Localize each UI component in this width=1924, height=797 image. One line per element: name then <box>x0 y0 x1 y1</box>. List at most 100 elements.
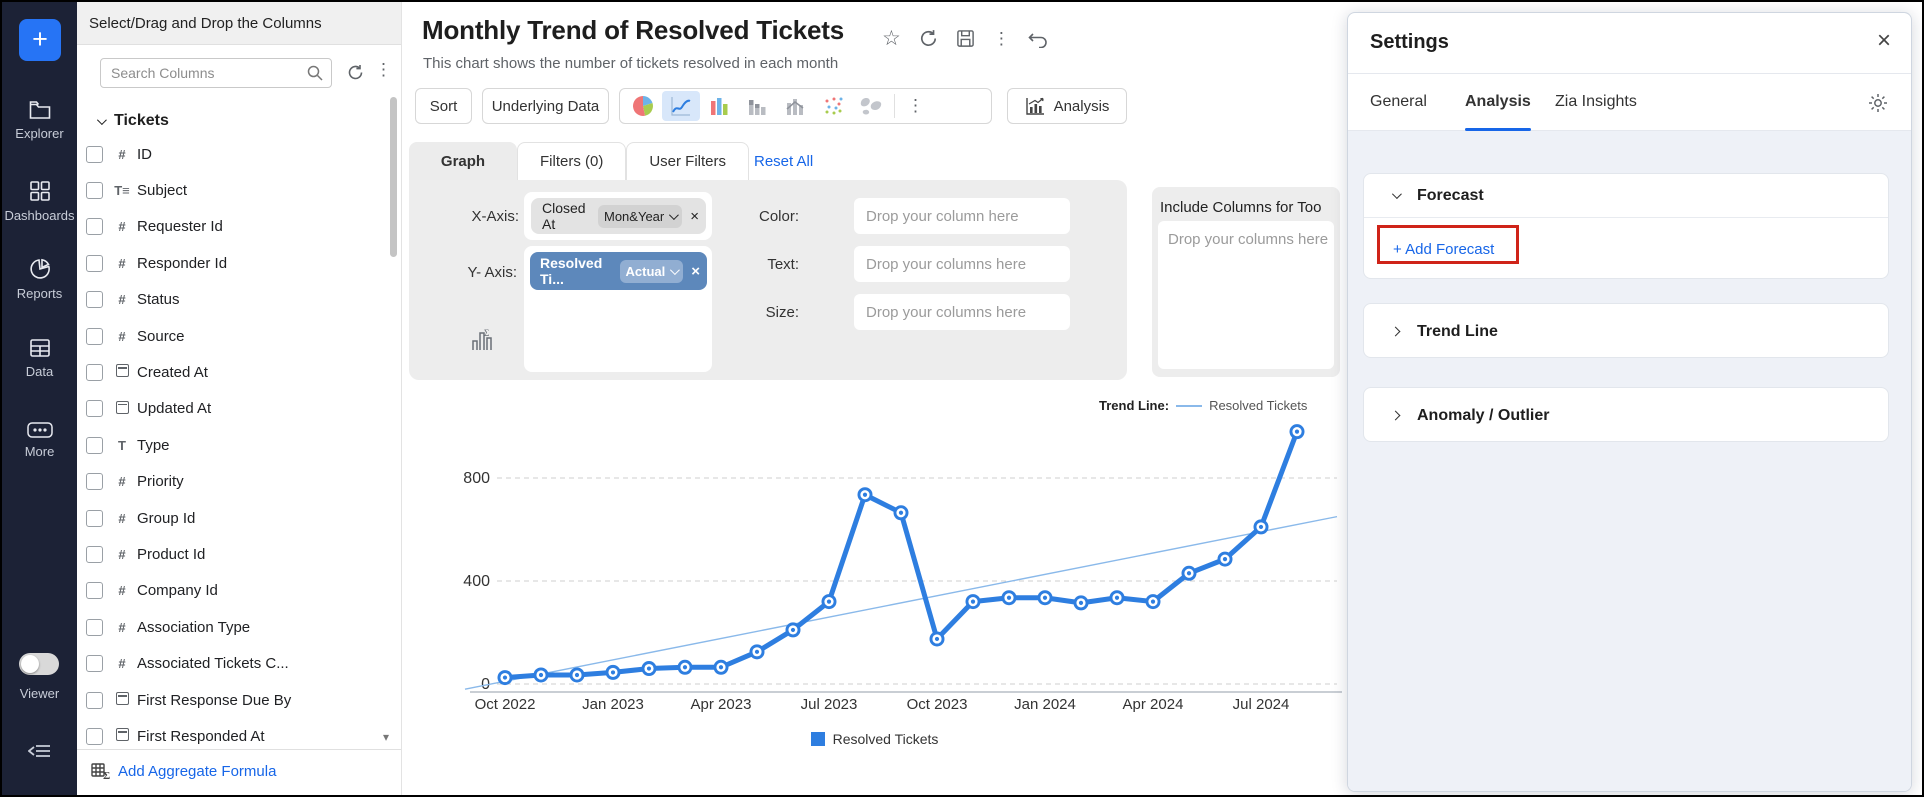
column-checkbox[interactable] <box>86 181 103 199</box>
search-columns-input[interactable] <box>111 59 301 87</box>
reset-all-link[interactable]: Reset All <box>754 153 814 170</box>
column-label: Requester Id <box>137 218 223 236</box>
tab-user-filters[interactable]: User Filters <box>626 142 750 180</box>
sidebar-item-more[interactable]: More <box>2 422 77 459</box>
trend-line-section-header[interactable]: Trend Line <box>1364 304 1888 359</box>
chart-legend[interactable]: Resolved Tickets <box>402 731 1347 747</box>
pie-chart-icon[interactable] <box>624 91 662 121</box>
column-checkbox[interactable] <box>86 655 103 673</box>
report-menu-icon[interactable]: ⋮ <box>992 28 1010 48</box>
sidebar-item-dashboards[interactable]: Dashboards <box>2 180 77 223</box>
underlying-data-button[interactable]: Underlying Data <box>482 88 609 124</box>
page-subtitle: This chart shows the number of tickets r… <box>423 55 839 72</box>
column-label: First Responded At <box>137 727 265 745</box>
columns-scrollbar[interactable] <box>390 97 398 747</box>
remove-x-axis-icon[interactable]: × <box>690 207 699 225</box>
column-checkbox[interactable] <box>86 363 103 381</box>
bar-chart-icon[interactable] <box>700 91 738 121</box>
save-icon[interactable] <box>956 29 975 48</box>
column-checkbox[interactable] <box>86 436 103 454</box>
stacked-bar-chart-icon[interactable] <box>738 91 776 121</box>
column-item[interactable]: T Type <box>77 427 387 463</box>
map-chart-icon[interactable] <box>852 91 890 121</box>
column-checkbox[interactable] <box>86 218 103 236</box>
column-checkbox[interactable] <box>86 145 103 163</box>
summarize-bars-icon[interactable]: Σ <box>469 328 495 352</box>
y-axis-aggregation-dropdown[interactable]: Actual <box>619 259 684 283</box>
refresh-icon[interactable] <box>347 64 364 81</box>
size-dropzone[interactable]: Drop your columns here <box>854 294 1070 330</box>
chevron-down-icon <box>96 114 107 125</box>
column-item[interactable]: # Responder Id <box>77 245 387 281</box>
more-chart-types-icon[interactable]: ⋮ <box>907 96 924 115</box>
table-group-tickets[interactable]: Tickets <box>96 112 169 130</box>
tab-filters[interactable]: Filters (0) <box>517 142 627 180</box>
column-item[interactable]: # Company Id <box>77 573 387 609</box>
x-axis-pill-closed-at[interactable]: Closed At Mon&Year × <box>531 198 706 234</box>
text-dropzone[interactable]: Drop your columns here <box>854 246 1070 282</box>
tab-zia-insights[interactable]: Zia Insights <box>1555 93 1637 110</box>
add-aggregate-formula-button[interactable]: Σ Add Aggregate Formula <box>77 749 401 792</box>
line-chart-icon[interactable] <box>662 91 700 121</box>
column-item[interactable]: # Associated Tickets C... <box>77 646 387 682</box>
tab-general[interactable]: General <box>1370 93 1427 110</box>
viewer-toggle[interactable] <box>19 653 59 675</box>
analysis-button[interactable]: Analysis <box>1007 88 1127 124</box>
column-checkbox[interactable] <box>86 545 103 563</box>
column-checkbox[interactable] <box>86 254 103 272</box>
column-item[interactable]: First Responded At <box>77 718 387 748</box>
sidebar-item-reports[interactable]: Reports <box>2 258 77 301</box>
tooltip-columns-dropzone[interactable]: Drop your columns here <box>1158 221 1334 369</box>
collapse-sidebar-icon[interactable] <box>27 742 52 765</box>
column-item[interactable]: # Priority <box>77 464 387 500</box>
create-new-button[interactable]: + <box>19 19 61 61</box>
column-checkbox[interactable] <box>86 473 103 491</box>
favorite-star-icon[interactable]: ☆ <box>882 27 901 50</box>
number-type-icon: # <box>118 619 126 635</box>
column-checkbox[interactable] <box>86 727 103 745</box>
x-axis-granularity-dropdown[interactable]: Mon&Year <box>598 204 683 228</box>
color-dropzone[interactable]: Drop your column here <box>854 198 1070 234</box>
search-columns-box[interactable] <box>100 58 332 88</box>
column-label: Association Type <box>137 618 251 636</box>
panel-menu-icon[interactable]: ⋮ <box>375 60 392 79</box>
tab-analysis[interactable]: Analysis <box>1465 93 1531 110</box>
y-axis-pill-resolved-tickets[interactable]: Resolved Ti... Actual × <box>530 252 707 290</box>
column-checkbox[interactable] <box>86 618 103 636</box>
undo-icon[interactable] <box>1028 30 1049 48</box>
combo-chart-icon[interactable] <box>776 91 814 121</box>
column-item[interactable]: # Status <box>77 282 387 318</box>
column-item[interactable]: First Response Due By <box>77 682 387 718</box>
sidebar-item-explorer[interactable]: Explorer <box>2 100 77 141</box>
scroll-down-arrow[interactable]: ▾ <box>383 730 390 744</box>
column-checkbox[interactable] <box>86 291 103 309</box>
forecast-section-header[interactable]: Forecast <box>1364 174 1888 217</box>
column-item[interactable]: # Association Type <box>77 609 387 645</box>
refresh-report-icon[interactable] <box>919 29 938 48</box>
svg-text:Oct 2022: Oct 2022 <box>475 696 536 713</box>
sort-button[interactable]: Sort <box>415 88 472 124</box>
column-item[interactable]: # Group Id <box>77 500 387 536</box>
remove-y-axis-icon[interactable]: × <box>691 262 700 280</box>
column-item[interactable]: T≡ Subject <box>77 172 387 208</box>
column-item[interactable]: # ID <box>77 136 387 172</box>
anomaly-section-header[interactable]: Anomaly / Outlier <box>1364 388 1888 443</box>
tab-graph[interactable]: Graph <box>409 142 517 180</box>
sidebar-item-data[interactable]: Data <box>2 338 77 379</box>
column-checkbox[interactable] <box>86 509 103 527</box>
column-checkbox[interactable] <box>86 327 103 345</box>
column-item[interactable]: Updated At <box>77 391 387 427</box>
column-item[interactable]: # Source <box>77 318 387 354</box>
column-item[interactable]: # Requester Id <box>77 209 387 245</box>
add-forecast-link[interactable]: + Add Forecast <box>1393 241 1495 258</box>
column-checkbox[interactable] <box>86 691 103 709</box>
close-icon[interactable]: × <box>1876 27 1891 54</box>
column-item[interactable]: # Product Id <box>77 536 387 572</box>
column-checkbox[interactable] <box>86 400 103 418</box>
scatter-chart-icon[interactable] <box>814 91 852 121</box>
x-axis-pill-label: Closed At <box>542 200 586 232</box>
column-checkbox[interactable] <box>86 582 103 600</box>
gear-icon[interactable] <box>1867 92 1889 114</box>
column-item[interactable]: Created At <box>77 354 387 390</box>
